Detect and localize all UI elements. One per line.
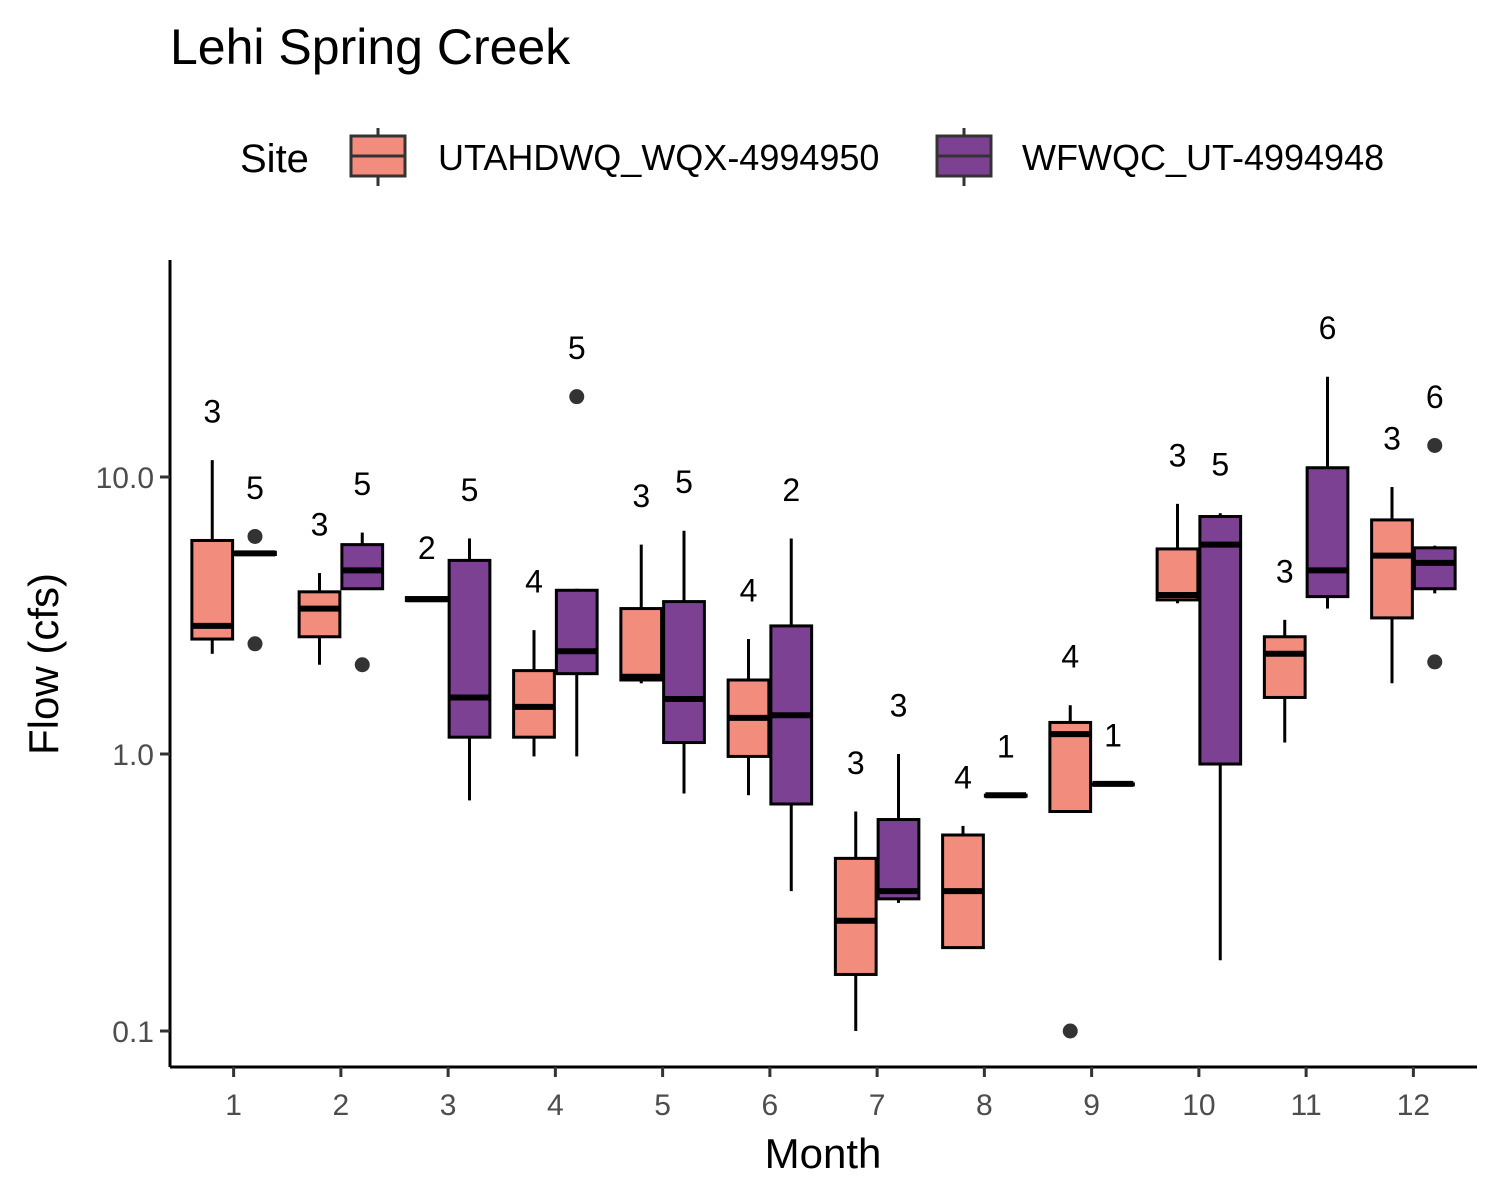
- outlier-point: [1427, 654, 1443, 670]
- x-tick-label: 5: [654, 1089, 671, 1122]
- count-label: 3: [847, 745, 865, 781]
- x-tick-label: 3: [440, 1089, 457, 1122]
- legend-title: Site: [240, 137, 309, 181]
- x-tick-label: 7: [869, 1089, 886, 1122]
- y-tick-label: 1.0: [112, 739, 154, 772]
- count-label: 3: [203, 394, 221, 430]
- x-tick-label: 1: [225, 1089, 242, 1122]
- x-tick-label: 9: [1083, 1089, 1100, 1122]
- count-label: 6: [1426, 379, 1444, 415]
- count-label: 2: [782, 472, 800, 508]
- count-label: 1: [1104, 717, 1122, 753]
- box: [1198, 515, 1243, 766]
- y-axis-title: Flow (cfs): [20, 573, 67, 755]
- count-label: 5: [353, 466, 371, 502]
- box: [1262, 635, 1307, 699]
- outlier-point: [1062, 1023, 1078, 1039]
- x-axis-ticks: 1 2 3 4 5 6 7 8 9 10 11 12: [225, 1067, 1430, 1122]
- count-label: 2: [418, 530, 436, 566]
- outlier-point: [569, 389, 585, 405]
- x-tick-label: 11: [1291, 1089, 1322, 1122]
- box: [190, 538, 235, 641]
- count-label: 4: [954, 759, 972, 795]
- box: [833, 856, 878, 976]
- legend: Site UTAHDWQ_WQX-4994950 WFWQC_UT-499494…: [240, 128, 1384, 186]
- box: [876, 818, 921, 901]
- box: [1370, 518, 1414, 620]
- box: [340, 543, 385, 591]
- count-label: 3: [311, 506, 329, 542]
- box: [1155, 547, 1200, 602]
- count-label: 3: [1383, 420, 1401, 456]
- y-tick-label: 10.0: [96, 462, 154, 495]
- count-label: 3: [1276, 553, 1294, 589]
- outlier-point: [247, 528, 263, 544]
- count-label: 4: [525, 564, 543, 600]
- box: [662, 600, 706, 745]
- x-tick-label: 6: [762, 1089, 779, 1122]
- count-label: 4: [1061, 639, 1079, 675]
- x-tick-label: 12: [1397, 1089, 1430, 1122]
- count-label: 3: [890, 687, 908, 723]
- count-label: 5: [1211, 447, 1229, 483]
- chart-title: Lehi Spring Creek: [170, 19, 571, 75]
- count-label: 3: [1169, 437, 1187, 473]
- x-tick-label: 2: [333, 1089, 350, 1122]
- y-tick-label: 0.1: [112, 1016, 154, 1049]
- outlier-point: [1427, 437, 1443, 453]
- outlier-point: [354, 657, 370, 673]
- count-label: 6: [1319, 310, 1337, 346]
- count-label: 5: [246, 470, 264, 506]
- x-axis-title: Month: [765, 1130, 882, 1177]
- legend-entry-2: WFWQC_UT-4994948: [935, 128, 1384, 186]
- box: [447, 558, 492, 739]
- x-tick-label: 4: [547, 1089, 564, 1122]
- legend-label-2: WFWQC_UT-4994948: [1022, 137, 1384, 178]
- box: [1048, 720, 1093, 814]
- x-tick-label: 10: [1182, 1089, 1215, 1122]
- box: [297, 590, 342, 639]
- count-label: 1: [997, 729, 1015, 765]
- legend-label-1: UTAHDWQ_WQX-4994950: [438, 137, 879, 178]
- box: [554, 588, 599, 676]
- box: [1305, 466, 1350, 599]
- count-label: 5: [461, 472, 479, 508]
- count-label: 5: [568, 330, 586, 366]
- count-label: 3: [632, 478, 650, 514]
- count-label: 5: [675, 464, 693, 500]
- x-tick-label: 8: [976, 1089, 993, 1122]
- box: [1412, 546, 1457, 591]
- count-label: 4: [740, 572, 758, 608]
- y-axis-ticks: 0.1 1.0 10.0: [96, 462, 170, 1049]
- box: [619, 607, 664, 682]
- outlier-point: [247, 636, 263, 652]
- legend-entry-1: UTAHDWQ_WQX-4994950: [349, 128, 879, 186]
